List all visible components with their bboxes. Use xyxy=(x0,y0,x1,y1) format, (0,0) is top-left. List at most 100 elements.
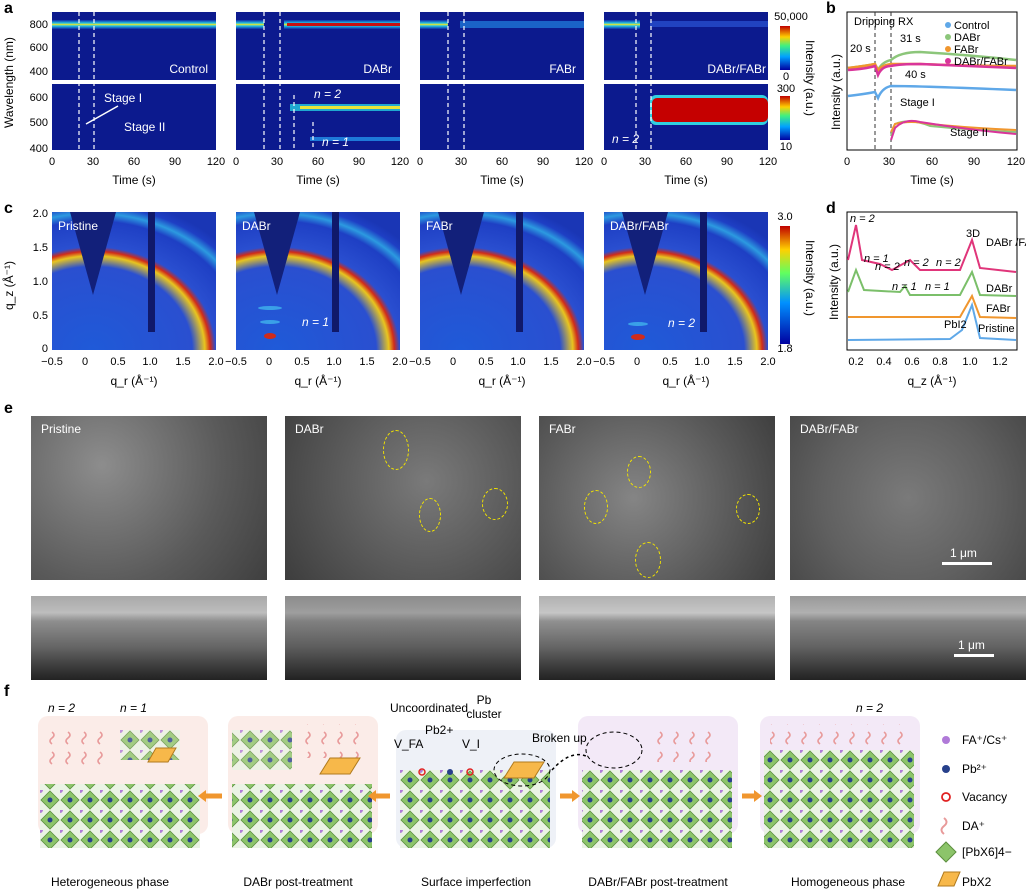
sem-top-dabrfabr: DABr/FABr 1 μm xyxy=(790,416,1026,580)
svg-text:30: 30 xyxy=(639,156,651,168)
svg-text:1.5: 1.5 xyxy=(175,356,190,368)
svg-text:2.0: 2.0 xyxy=(392,356,407,368)
svg-text:Time (s): Time (s) xyxy=(910,173,954,187)
svg-text:1.0: 1.0 xyxy=(962,356,977,368)
svg-text:1.5: 1.5 xyxy=(543,356,558,368)
svg-text:DABr /FABr: DABr /FABr xyxy=(986,237,1026,249)
svg-text:Intensity (a.u.): Intensity (a.u.) xyxy=(827,244,841,320)
sem-top-dabr: DABr xyxy=(285,416,521,580)
svg-text:Stage I: Stage I xyxy=(900,97,935,109)
svg-text:600: 600 xyxy=(30,92,48,104)
svg-text:q_r (Å⁻¹): q_r (Å⁻¹) xyxy=(294,373,341,388)
sem-cross-pristine xyxy=(31,596,267,680)
b-curve-control xyxy=(847,84,1017,102)
scale-bar-top: 1 μm xyxy=(950,546,977,560)
d-curve-fabr xyxy=(848,293,1017,319)
panel-a-figure: Control DABr FABr DABr/FABr Stage I Stag… xyxy=(2,11,817,187)
a-cbar-label: Intensity (a.u.) xyxy=(803,40,817,116)
svg-text:n = 2: n = 2 xyxy=(936,257,961,269)
svg-text:n = 1: n = 1 xyxy=(864,253,889,265)
svg-text:−0.5: −0.5 xyxy=(41,356,63,368)
svg-text:0.8: 0.8 xyxy=(932,356,947,368)
svg-text:−0.5: −0.5 xyxy=(593,356,615,368)
a-stage1: Stage I xyxy=(104,91,142,105)
a-n1-dabr: n = 1 xyxy=(322,135,349,149)
svg-text:30: 30 xyxy=(883,156,895,168)
panel-f-label: f xyxy=(4,683,10,700)
svg-text:31 s: 31 s xyxy=(900,33,921,45)
sem-top-pristine: Pristine xyxy=(31,416,267,580)
svg-text:0.5: 0.5 xyxy=(110,356,125,368)
svg-text:90: 90 xyxy=(721,156,733,168)
svg-text:0: 0 xyxy=(844,156,850,168)
svg-text:400: 400 xyxy=(30,66,48,78)
svg-text:Vacancy: Vacancy xyxy=(962,790,1007,804)
svg-text:2.0: 2.0 xyxy=(576,356,591,368)
svg-text:1.0: 1.0 xyxy=(326,356,341,368)
svg-text:V_FA: V_FA xyxy=(394,737,423,751)
svg-text:1.5: 1.5 xyxy=(359,356,374,368)
f-heterogeneous xyxy=(38,716,208,848)
svg-text:600: 600 xyxy=(30,42,48,54)
f-surface-imperfection xyxy=(396,730,556,848)
svg-text:n = 2: n = 2 xyxy=(875,261,900,273)
svg-text:FABr: FABr xyxy=(426,219,453,233)
svg-text:Uncoordinated: Uncoordinated xyxy=(390,701,468,715)
svg-text:0: 0 xyxy=(783,71,789,83)
svg-text:q_r (Å⁻¹): q_r (Å⁻¹) xyxy=(478,373,525,388)
svg-text:DABr/FABr: DABr/FABr xyxy=(610,219,669,233)
f-dabr-post xyxy=(228,716,378,848)
sem-cross-dabrfabr: 1 μm xyxy=(790,596,1026,680)
svg-text:30: 30 xyxy=(87,156,99,168)
svg-text:0: 0 xyxy=(49,156,55,168)
svg-text:0: 0 xyxy=(233,156,239,168)
svg-text:60: 60 xyxy=(496,156,508,168)
svg-text:Surface imperfection: Surface imperfection xyxy=(421,875,531,889)
svg-text:20 s: 20 s xyxy=(850,43,871,55)
svg-text:DABr: DABr xyxy=(986,283,1013,295)
a-colorbar-top xyxy=(780,26,790,70)
panel-e-label: e xyxy=(4,400,13,417)
a-label-control: Control xyxy=(169,62,208,76)
panel-b-label: b xyxy=(826,0,836,17)
svg-text:DABr/FABr: DABr/FABr xyxy=(954,56,1008,68)
svg-text:1.0: 1.0 xyxy=(142,356,157,368)
c-fabr-map xyxy=(420,212,584,350)
a-label-dabr: DABr xyxy=(363,62,392,76)
panel-c-figure: Pristine DABr FABr DABr/FABr n = 1 n = 2… xyxy=(1,208,817,388)
panel-b-figure: Control DABr FABr DABr/FABr Dripping RX … xyxy=(829,11,1025,187)
svg-text:40 s: 40 s xyxy=(905,69,926,81)
svg-text:500: 500 xyxy=(30,117,48,129)
svg-text:0.5: 0.5 xyxy=(33,310,48,322)
svg-text:DABr/FABr post-treatment: DABr/FABr post-treatment xyxy=(588,875,728,889)
c-ylabel: q_z (Å⁻¹) xyxy=(1,261,16,310)
svg-text:FABr: FABr xyxy=(986,303,1011,315)
svg-text:n = 1: n = 1 xyxy=(925,281,950,293)
svg-text:3D: 3D xyxy=(966,228,980,240)
svg-text:FABr: FABr xyxy=(954,44,979,56)
svg-text:2.0: 2.0 xyxy=(760,356,775,368)
svg-text:300: 300 xyxy=(777,83,795,95)
svg-text:n = 2: n = 2 xyxy=(904,257,929,269)
svg-text:q_r (Å⁻¹): q_r (Å⁻¹) xyxy=(662,373,709,388)
svg-text:Heterogeneous phase: Heterogeneous phase xyxy=(51,875,169,889)
svg-text:[PbX6]4−: [PbX6]4− xyxy=(962,845,1012,859)
svg-text:90: 90 xyxy=(537,156,549,168)
svg-text:Pb: Pb xyxy=(477,693,492,707)
sem-cross-dabr xyxy=(285,596,521,680)
svg-text:Intensity (a.u.): Intensity (a.u.) xyxy=(803,240,817,316)
svg-text:DABr post-treatment: DABr post-treatment xyxy=(243,875,353,889)
svg-text:800: 800 xyxy=(30,19,48,31)
svg-text:0: 0 xyxy=(634,356,640,368)
svg-text:Pb2+: Pb2+ xyxy=(425,723,453,737)
f-homogeneous xyxy=(760,716,920,848)
a-colorbar-bottom xyxy=(780,96,790,140)
svg-text:n = 1: n = 1 xyxy=(302,315,329,329)
b-curve-dabrfabr xyxy=(847,62,1017,79)
c-pristine-map xyxy=(52,212,216,350)
svg-text:Intensity (a.u.): Intensity (a.u.) xyxy=(829,54,843,130)
svg-text:2.0: 2.0 xyxy=(33,208,48,220)
svg-text:Pb²⁺: Pb²⁺ xyxy=(962,762,987,776)
svg-text:1.5: 1.5 xyxy=(33,242,48,254)
a-fabr-map xyxy=(420,12,584,150)
